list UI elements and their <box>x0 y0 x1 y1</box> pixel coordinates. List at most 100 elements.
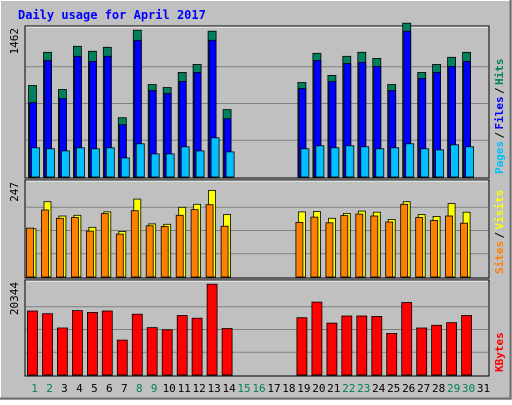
side-label-pages: Pages <box>493 141 506 174</box>
bar-kbytes-day-13 <box>206 283 218 376</box>
bar-kbytes-day-9 <box>146 327 158 376</box>
bar-pages-day-5 <box>91 148 100 178</box>
panel-frame-bottom <box>24 279 490 377</box>
bar-sites-day-22 <box>340 215 349 278</box>
bar-kbytes-day-24 <box>371 315 383 376</box>
bar-pages-day-6 <box>105 147 115 178</box>
bar-sites-day-28 <box>430 220 439 278</box>
bar-pages-day-27 <box>420 148 430 178</box>
bar-pages-day-1 <box>31 147 40 178</box>
side-label-separator: / <box>493 232 506 239</box>
side-labels-top: Pages/Files/Hits <box>493 59 506 175</box>
bar-pages-day-26 <box>405 143 415 178</box>
bar-sites-day-29 <box>445 215 454 278</box>
day-label-20: 20 <box>312 382 325 395</box>
bar-pages-day-2 <box>46 148 55 178</box>
bar-kbytes-day-3 <box>57 327 68 376</box>
bar-sites-day-11 <box>175 214 184 278</box>
day-label-2: 2 <box>46 382 53 395</box>
day-label-14: 14 <box>222 382 236 395</box>
bar-kbytes-day-1 <box>27 310 38 376</box>
day-label-10: 10 <box>163 382 176 395</box>
day-label-11: 11 <box>178 382 191 395</box>
bar-sites-day-13 <box>205 204 214 278</box>
day-label-26: 26 <box>402 382 415 395</box>
bar-kbytes-day-19 <box>296 317 308 376</box>
bar-pages-day-29 <box>450 144 460 178</box>
day-label-9: 9 <box>151 382 158 395</box>
bar-kbytes-day-20 <box>311 301 323 376</box>
bar-pages-day-28 <box>435 149 445 178</box>
bar-sites-day-24 <box>370 215 379 278</box>
bar-sites-day-14 <box>220 225 229 278</box>
day-label-6: 6 <box>106 382 113 395</box>
bar-sites-day-21 <box>325 222 334 278</box>
bar-pages-day-11 <box>180 146 190 178</box>
bar-sites-day-5 <box>86 230 94 278</box>
bar-sites-day-1 <box>26 227 34 278</box>
bar-kbytes-day-23 <box>356 315 368 376</box>
bar-pages-day-10 <box>165 153 175 178</box>
bar-sites-day-12 <box>190 209 199 278</box>
bar-sites-day-20 <box>310 216 319 278</box>
chart-title: Daily usage for April 2017 <box>18 8 206 22</box>
bar-pages-day-13 <box>210 137 220 178</box>
day-label-31: 31 <box>477 382 490 395</box>
day-label-25: 25 <box>387 382 400 395</box>
day-label-3: 3 <box>61 382 68 395</box>
day-label-29: 29 <box>447 382 460 395</box>
bar-pages-day-8 <box>135 143 145 178</box>
day-label-1: 1 <box>31 382 38 395</box>
side-label-hits: Hits <box>493 59 506 86</box>
bar-kbytes-day-5 <box>87 311 98 376</box>
day-label-28: 28 <box>432 382 445 395</box>
bar-kbytes-day-26 <box>401 302 413 376</box>
bar-pages-day-21 <box>330 147 340 178</box>
axis-max-label-middle: 247 <box>8 182 21 202</box>
side-labels-bottom: KBytes <box>493 332 506 372</box>
bar-pages-day-19 <box>300 148 310 178</box>
day-label-15: 15 <box>237 382 250 395</box>
panel-bottom: 20344 KBytes <box>8 279 506 377</box>
day-label-30: 30 <box>462 382 475 395</box>
bar-pages-day-24 <box>375 148 385 178</box>
day-label-17: 17 <box>267 382 280 395</box>
side-label-separator: / <box>493 132 506 139</box>
day-label-4: 4 <box>76 382 83 395</box>
bar-kbytes-day-14 <box>221 328 233 376</box>
bar-pages-day-4 <box>76 147 85 178</box>
bar-pages-day-20 <box>315 145 325 178</box>
axis-max-label-top: 1462 <box>8 28 21 55</box>
bar-sites-day-27 <box>415 217 424 278</box>
day-labels-group: 1 2 3 4 5 6 7 8 9 10 11 12 13 14 15 16 17 18 19 20 21 22 23 24 2… <box>31 382 490 395</box>
panel-frame-middle <box>24 179 490 279</box>
day-label-5: 5 <box>91 382 98 395</box>
bar-kbytes-day-28 <box>431 324 443 376</box>
bar-kbytes-day-25 <box>386 332 398 376</box>
panels-group: 1462Pages/Files/Hits247Sites/Visits20344… <box>8 22 506 377</box>
side-label-separator: / <box>493 87 506 94</box>
bar-pages-day-14 <box>225 151 235 178</box>
bar-kbytes-day-8 <box>131 313 143 376</box>
bar-sites-day-25 <box>385 221 394 278</box>
bar-kbytes-day-6 <box>101 310 113 376</box>
day-label-19: 19 <box>297 382 310 395</box>
bar-kbytes-day-29 <box>446 322 458 376</box>
bar-kbytes-day-10 <box>161 329 173 376</box>
bar-kbytes-day-2 <box>42 313 53 376</box>
bar-pages-day-12 <box>195 150 205 178</box>
bar-sites-day-8 <box>130 210 139 278</box>
day-label-8: 8 <box>136 382 143 395</box>
day-label-16: 16 <box>252 382 265 395</box>
bar-pages-day-22 <box>345 145 355 178</box>
day-label-23: 23 <box>357 382 370 395</box>
bar-sites-day-4 <box>71 217 79 278</box>
day-label-27: 27 <box>417 382 430 395</box>
day-label-24: 24 <box>372 382 386 395</box>
bar-sites-day-10 <box>160 226 169 278</box>
side-label-sites: Sites <box>493 241 506 274</box>
bar-sites-day-23 <box>355 213 364 278</box>
bar-kbytes-day-7 <box>116 339 128 376</box>
bar-kbytes-day-21 <box>326 322 338 376</box>
